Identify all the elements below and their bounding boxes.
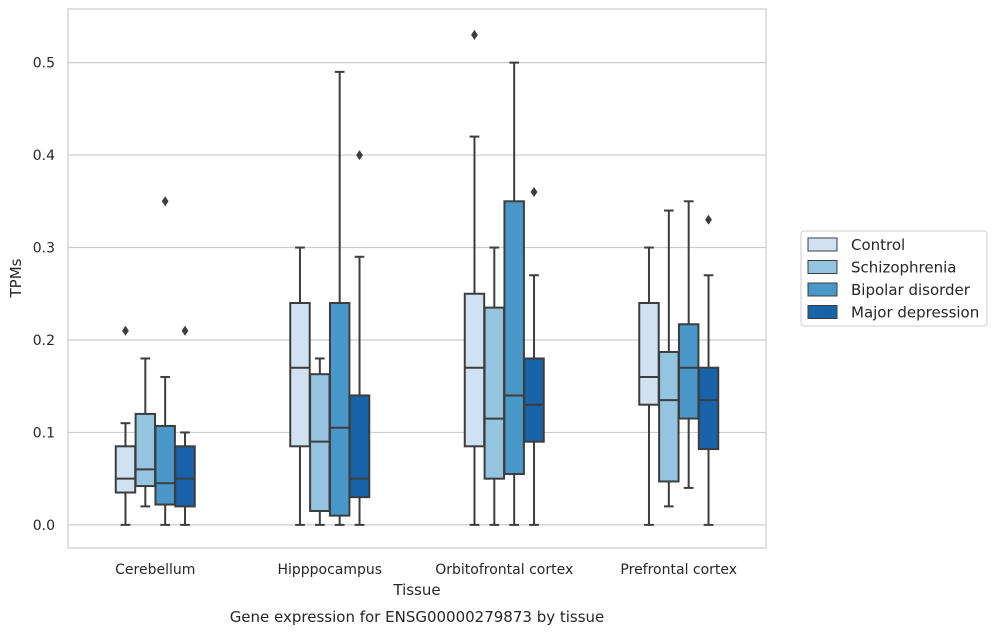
- outlier-point: [122, 325, 129, 336]
- box: [154, 424, 176, 506]
- box-group: [523, 187, 545, 526]
- box-group: [483, 246, 506, 526]
- outlier-point: [471, 29, 478, 40]
- legend-label: Bipolar disorder: [851, 281, 971, 299]
- x-tick-label: Cerebellum: [115, 562, 195, 578]
- box-group: [638, 246, 660, 526]
- box: [483, 306, 506, 480]
- legend-label: Major depression: [851, 304, 979, 322]
- box: [658, 351, 680, 483]
- x-axis-label: Tissue: [392, 581, 440, 599]
- box-group: [463, 29, 486, 526]
- y-tick-label: 0.4: [33, 148, 55, 164]
- plot-frame: [67, 8, 767, 549]
- box-group: [114, 325, 137, 526]
- y-tick-label: 0.2: [33, 333, 55, 349]
- box-group: [309, 357, 331, 526]
- y-tick-label: 0.0: [33, 518, 55, 534]
- box: [697, 366, 720, 451]
- y-tick-label: 0.1: [33, 425, 55, 441]
- box: [677, 323, 700, 420]
- x-tick-labels: Cerebellum Hipppocampus Orbitofrontal cort…: [115, 562, 737, 578]
- box: [174, 445, 196, 508]
- box: [523, 357, 545, 443]
- box-group: [697, 214, 720, 526]
- box: [114, 445, 137, 494]
- box: [134, 412, 157, 488]
- box-group: [289, 246, 311, 526]
- box: [638, 302, 660, 406]
- box: [503, 200, 525, 476]
- outlier-point: [161, 196, 169, 207]
- boxes: [114, 29, 720, 526]
- y-tick-labels: 0.0 0.1 0.2 0.3 0.4 0.5: [33, 56, 55, 534]
- x-tick-label: Orbitofrontal cortex: [435, 562, 573, 578]
- box-group: [677, 200, 700, 489]
- legend-frame: [800, 230, 988, 327]
- box-group: [134, 357, 157, 508]
- legend-item: Control: [807, 236, 905, 254]
- box-group: [174, 325, 196, 526]
- legend-label: Schizophrenia: [851, 259, 956, 277]
- legend-item: Bipolar disorder: [807, 281, 971, 299]
- box: [463, 292, 486, 448]
- box: [289, 302, 311, 448]
- outlier-point: [530, 187, 538, 198]
- legend-swatch: [807, 260, 838, 274]
- x-tick-label: Hipppocampus: [277, 562, 382, 578]
- box: [348, 394, 371, 499]
- box-group: [328, 70, 351, 526]
- legend-swatch: [807, 282, 838, 297]
- legend: Control Schizophrenia Bipolar disorder Majo…: [800, 230, 988, 327]
- box-group: [503, 61, 525, 526]
- outlier-point: [705, 214, 712, 225]
- x-tick-label: Prefrontal cortex: [620, 562, 737, 578]
- outlier-point: [356, 150, 363, 161]
- box-group: [658, 209, 680, 508]
- legend-item: Schizophrenia: [807, 259, 956, 277]
- box: [328, 302, 351, 517]
- legend-swatch: [807, 237, 838, 252]
- y-tick-label: 0.5: [33, 56, 55, 72]
- y-tick-label: 0.3: [33, 241, 55, 257]
- legend-item: Major depression: [807, 304, 979, 322]
- outlier-point: [181, 325, 189, 336]
- legend-swatch: [807, 305, 838, 319]
- figure-caption: Gene expression for ENSG00000279873 by t…: [230, 608, 605, 626]
- legend-label: Control: [851, 236, 905, 254]
- y-axis-label: TPMs: [7, 258, 25, 298]
- box-group: [154, 196, 176, 526]
- box-group: [348, 150, 371, 526]
